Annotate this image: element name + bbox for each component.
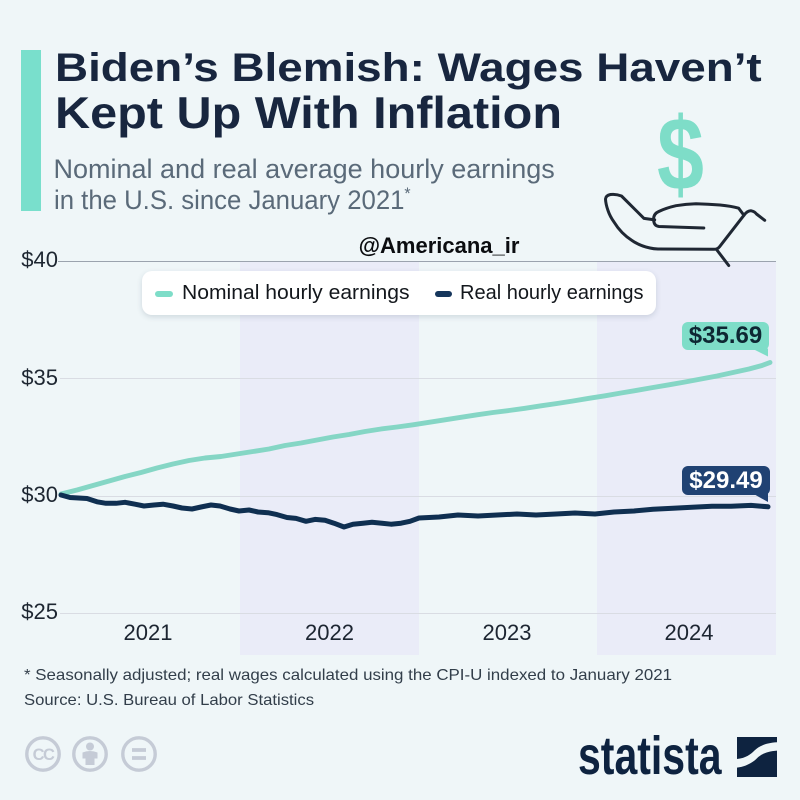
svg-text:CC: CC (33, 746, 55, 764)
